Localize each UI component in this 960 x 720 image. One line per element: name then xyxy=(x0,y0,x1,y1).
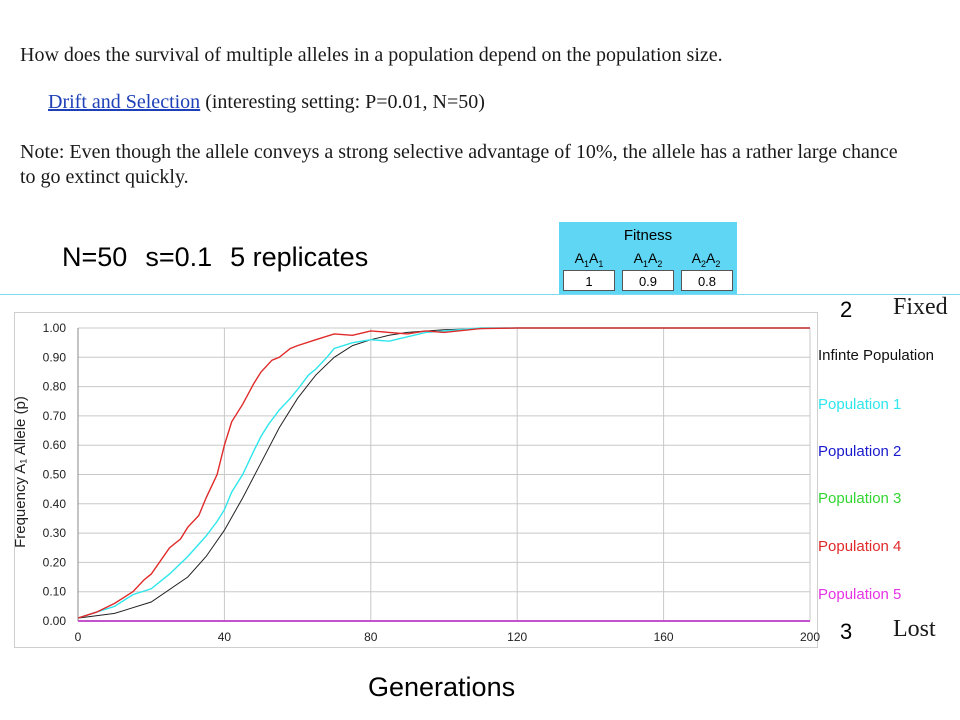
legend-population-5: Population 5 xyxy=(818,586,902,603)
y-tick-label: 0.20 xyxy=(43,555,67,569)
param-n: N=50 xyxy=(62,242,128,272)
x-tick-label: 0 xyxy=(75,630,82,644)
x-tick-label: 160 xyxy=(654,630,674,644)
series-line-pop4 xyxy=(77,327,810,619)
x-tick-label: 200 xyxy=(800,630,820,644)
fitness-input-a2a2[interactable]: 0.8 xyxy=(681,270,733,291)
param-s: s=0.1 xyxy=(145,242,213,272)
link-line: Drift and Selection (interesting setting… xyxy=(48,91,485,114)
series-line-pop1 xyxy=(77,327,810,619)
fitness-title: Fitness xyxy=(623,227,673,244)
y-tick-label: 0.10 xyxy=(43,585,67,599)
y-tick-label: 0.80 xyxy=(43,380,67,394)
question-text: How does the survival of multiple allele… xyxy=(20,44,723,66)
param-replicates: 5 replicates xyxy=(230,242,369,272)
params-label: N=50 s=0.1 5 replicates xyxy=(62,242,386,273)
fitness-header-a1a2: A1A2 xyxy=(633,250,663,269)
fitness-header-a2a2: A2A2 xyxy=(691,250,721,269)
note-text: Note: Even though the allele conveys a s… xyxy=(20,141,898,188)
y-tick-label: 0.40 xyxy=(43,497,67,511)
x-tick-label: 80 xyxy=(364,630,378,644)
fitness-table: Fitness A1A1 A1A2 A2A2 1 0.9 0.8 xyxy=(559,222,737,294)
legend-population-1: Population 1 xyxy=(818,396,902,413)
y-tick-label: 0.30 xyxy=(43,526,67,540)
fixed-count: 2 xyxy=(840,297,853,322)
fitness-input-a1a1[interactable]: 1 xyxy=(563,270,615,291)
x-axis-label: Generations xyxy=(368,672,516,702)
legend-population-3: Population 3 xyxy=(818,490,902,507)
y-tick-label: 0.70 xyxy=(43,409,67,423)
divider-line xyxy=(0,294,960,295)
legend-infinite: Infinte Population xyxy=(818,347,934,364)
x-tick-label: 120 xyxy=(507,630,527,644)
y-tick-label: 0.00 xyxy=(43,614,67,628)
link-setting-text: (interesting setting: P=0.01, N=50) xyxy=(200,91,485,113)
fitness-input-a1a2[interactable]: 0.9 xyxy=(622,270,674,291)
y-tick-label: 1.00 xyxy=(43,321,67,335)
lost-count: 3 xyxy=(840,619,853,644)
chart-ticks: 0.00 0.10 0.20 0.30 0.40 0.50 0.60 0.70 0.80 0.90… xyxy=(43,321,821,644)
y-tick-label: 0.90 xyxy=(43,350,67,364)
y-tick-label: 0.60 xyxy=(43,438,67,452)
lost-label: Lost xyxy=(893,616,936,642)
plot-frame xyxy=(14,312,818,648)
fitness-header-a1a1: A1A1 xyxy=(574,250,604,269)
legend-population-2: Population 2 xyxy=(818,443,902,460)
legend-population-4: Population 4 xyxy=(818,538,902,555)
chart-series xyxy=(77,327,810,622)
fixed-label: Fixed xyxy=(893,294,948,320)
drift-selection-link[interactable]: Drift and Selection xyxy=(48,91,201,113)
x-tick-label: 40 xyxy=(218,630,232,644)
y-tick-label: 0.50 xyxy=(43,468,67,482)
y-axis-label: Frequency A₁ Allele (p) xyxy=(12,396,29,548)
series-line-infinite xyxy=(77,327,810,619)
